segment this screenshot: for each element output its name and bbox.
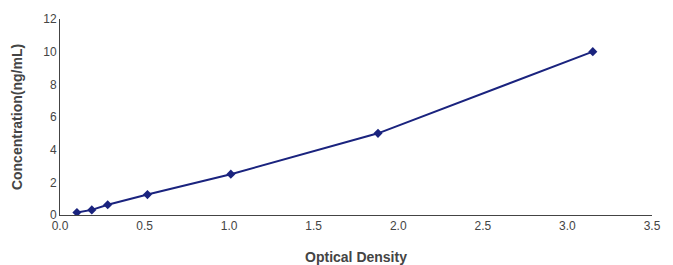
svg-text:3.0: 3.0 [559,219,576,233]
svg-text:12: 12 [43,12,57,26]
svg-text:1.5: 1.5 [305,219,322,233]
svg-text:Concentration(ng/mL): Concentration(ng/mL) [9,44,25,190]
svg-text:0.0: 0.0 [52,219,69,233]
svg-text:3.5: 3.5 [644,219,661,233]
svg-text:0.5: 0.5 [136,219,153,233]
svg-text:6: 6 [50,110,57,124]
svg-text:10: 10 [43,45,57,59]
svg-text:2.5: 2.5 [475,219,492,233]
svg-text:1.0: 1.0 [221,219,238,233]
svg-text:4: 4 [50,143,57,157]
svg-text:0: 0 [50,208,57,222]
svg-text:8: 8 [50,78,57,92]
svg-text:Optical Density: Optical Density [305,249,407,265]
svg-text:2.0: 2.0 [390,219,407,233]
svg-text:2: 2 [50,176,57,190]
